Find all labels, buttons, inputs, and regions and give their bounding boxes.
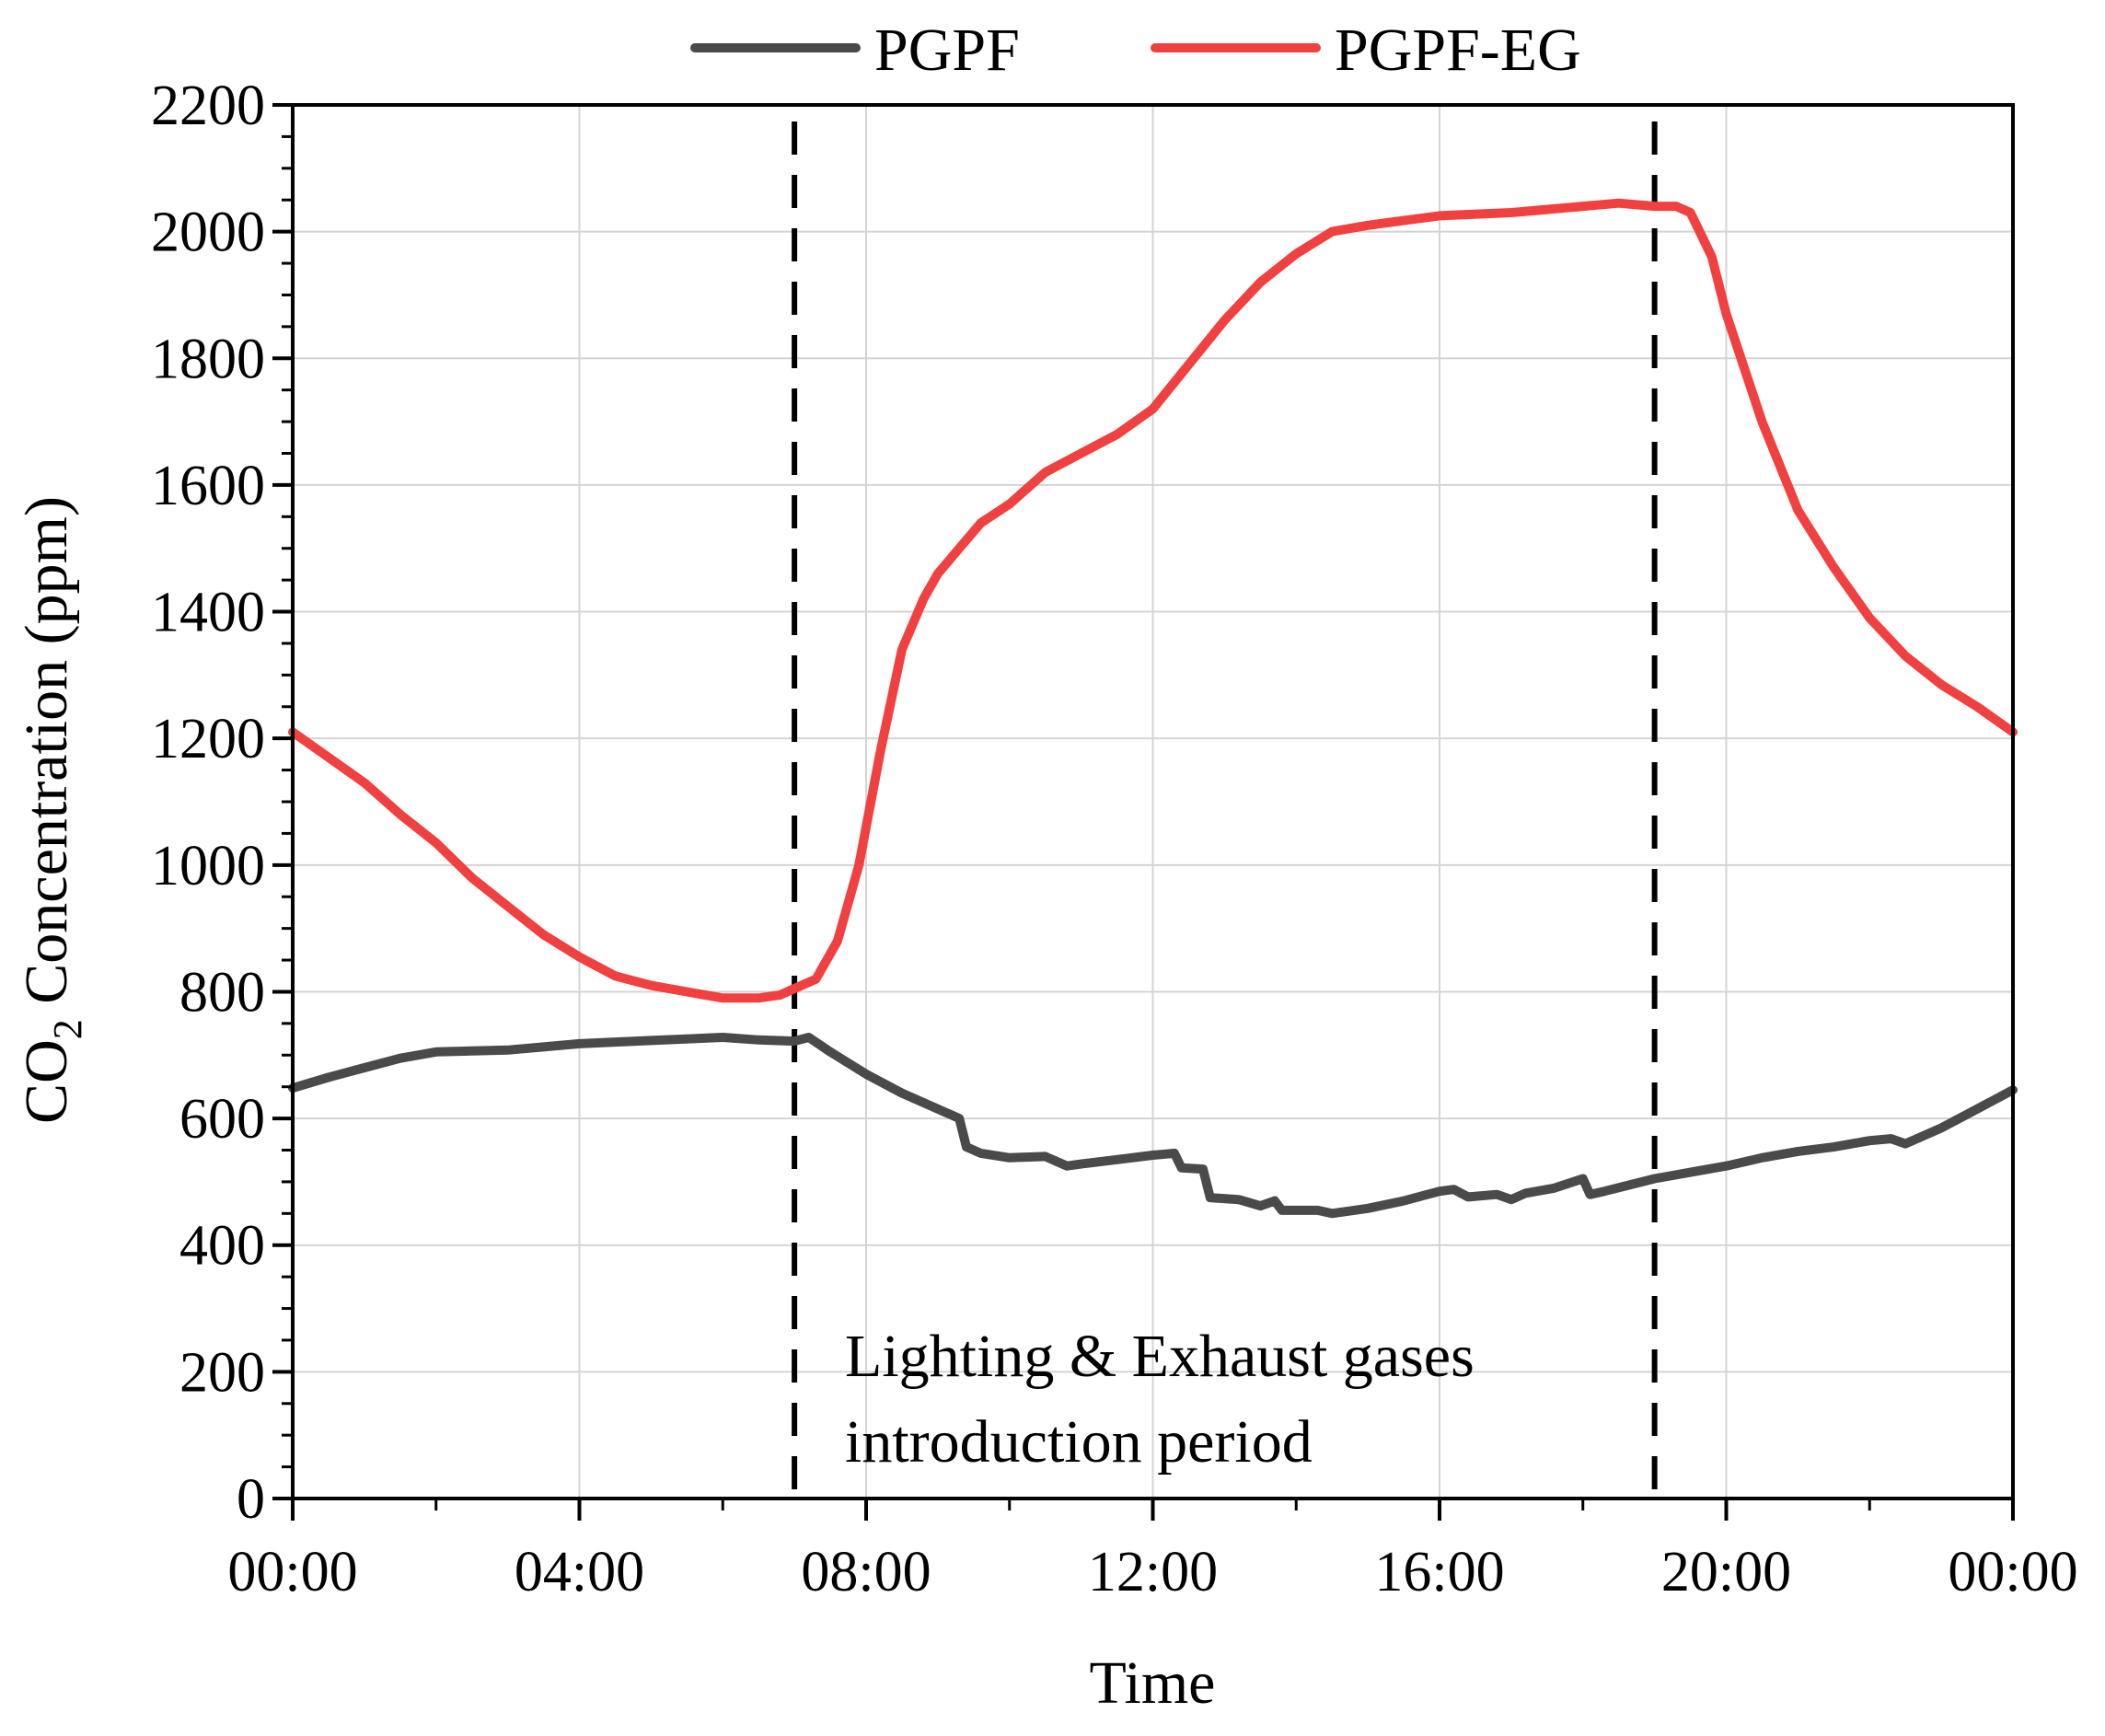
legend-label-pgpf: PGPF — [874, 17, 1020, 84]
y-tick-label: 1800 — [151, 328, 265, 390]
y-tick-label: 200 — [179, 1341, 265, 1404]
y-tick-label: 2200 — [151, 75, 265, 137]
y-tick-label: 400 — [179, 1215, 265, 1278]
x-tick-label: 00:00 — [1948, 1541, 2077, 1603]
y-tick-label: 2000 — [151, 202, 265, 264]
y-tick-label: 1600 — [151, 455, 265, 517]
x-tick-label: 00:00 — [227, 1541, 357, 1603]
y-axis-title-subscript: 2 — [45, 1019, 90, 1039]
y-tick-labels: 0 200 400 600 800 1000 1200 1400 1600 1800 2000 220… — [151, 75, 265, 1531]
y-axis-title-main: CO — [13, 1039, 80, 1124]
y-tick-label: 600 — [179, 1088, 265, 1151]
x-tick-label: 04:00 — [515, 1541, 644, 1603]
y-axis-title-rest: Concentration (ppm) — [13, 496, 80, 1019]
annotation-line-1: Lighting & Exhaust gases — [845, 1323, 1475, 1390]
y-tick-label: 0 — [237, 1468, 265, 1531]
series-line-pgpf — [288, 1033, 2018, 1219]
x-tick-label: 08:00 — [801, 1541, 931, 1603]
y-axis-title: CO2 Concentration (ppm) — [13, 496, 90, 1124]
x-tick-label: 16:00 — [1374, 1541, 1504, 1603]
x-tick-labels: 00:00 04:00 08:00 12:00 16:00 20:00 00:00 — [227, 1541, 2077, 1603]
x-tick-label: 20:00 — [1661, 1541, 1791, 1603]
axes-frame — [272, 103, 2015, 1521]
y-tick-label: 800 — [179, 961, 265, 1024]
y-tick-label: 1400 — [151, 582, 265, 644]
annotation-line-2: introduction period — [845, 1408, 1313, 1476]
legend: PGPF PGPF-EG — [690, 17, 1581, 84]
marker-layer — [792, 122, 1658, 1499]
x-axis-title: Time — [1090, 1649, 1216, 1717]
y-tick-label: 1000 — [151, 835, 265, 897]
x-tick-label: 12:00 — [1088, 1541, 1218, 1603]
series-line-pgpf-eg — [288, 198, 2018, 1003]
legend-label-pgpf-eg: PGPF-EG — [1335, 17, 1581, 84]
grid-layer — [293, 105, 2013, 1499]
series-layer — [288, 198, 2018, 1219]
y-tick-label: 1200 — [151, 708, 265, 770]
